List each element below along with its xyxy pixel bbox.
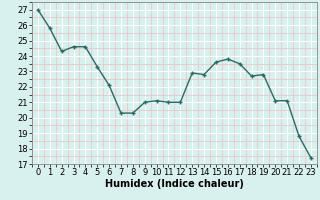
X-axis label: Humidex (Indice chaleur): Humidex (Indice chaleur) (105, 179, 244, 189)
